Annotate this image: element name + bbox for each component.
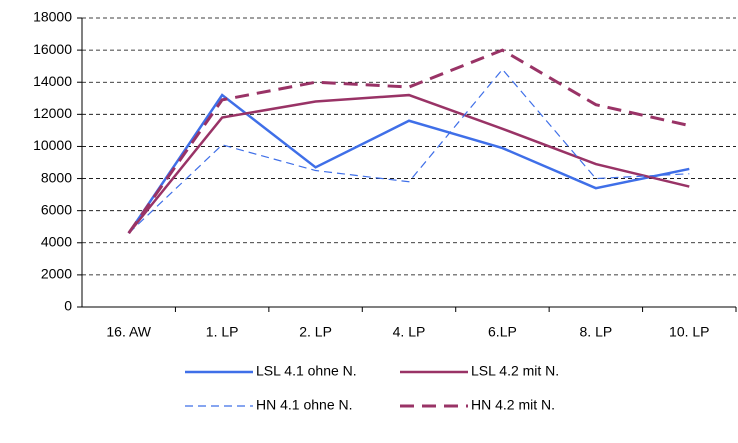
series-line	[128, 68, 690, 234]
y-tick-label: 18000	[33, 9, 72, 25]
y-tick-label: 14000	[33, 73, 72, 89]
y-tick-label: 8000	[41, 169, 72, 185]
series-line	[127, 93, 690, 234]
y-tick-label: 16000	[33, 41, 72, 57]
y-tick-label: 12000	[33, 105, 72, 121]
x-tick-label: 1. LP	[206, 324, 239, 340]
x-tick-label: 4. LP	[393, 324, 426, 340]
y-tick-label: 6000	[41, 201, 72, 217]
y-tick-label: 4000	[41, 233, 72, 249]
series-line	[127, 48, 690, 235]
x-tick-label: 6.LP	[488, 324, 517, 340]
x-tick-label: 8. LP	[580, 324, 613, 340]
legend-label: LSL 4.2 mit N.	[471, 363, 559, 379]
legend-label: HN 4.1 ohne N.	[256, 397, 353, 413]
legend-label: LSL 4.1 ohne N.	[256, 363, 357, 379]
y-tick-label: 0	[64, 298, 72, 314]
y-tick-label: 2000	[41, 266, 72, 282]
x-tick-label: 16. AW	[106, 324, 151, 340]
series-line	[127, 93, 690, 234]
y-tick-label: 10000	[33, 137, 72, 153]
x-tick-label: 10. LP	[669, 324, 709, 340]
x-tick-label: 2. LP	[299, 324, 332, 340]
legend-label: HN 4.2 mit N.	[471, 397, 555, 413]
